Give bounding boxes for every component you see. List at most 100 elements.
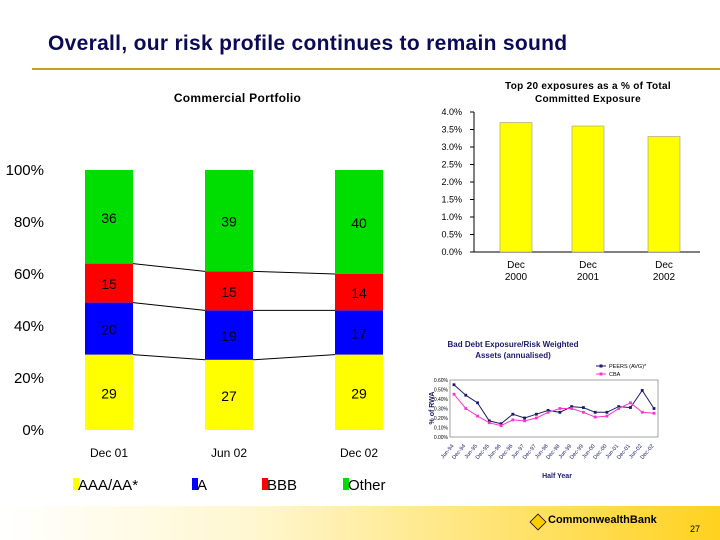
bar-value-label: 20 xyxy=(101,322,117,338)
data-point xyxy=(640,389,644,392)
legend-label: Other xyxy=(348,477,386,494)
data-point xyxy=(640,410,644,414)
data-point xyxy=(582,410,585,414)
data-point xyxy=(452,392,456,396)
legend-marker xyxy=(599,364,603,368)
data-point xyxy=(617,405,621,408)
chart-title-line2: Assets (annualised) xyxy=(475,351,551,360)
y-tick-label: 0.50% xyxy=(434,388,449,394)
series-connector-line xyxy=(132,302,206,311)
y-tick-label: 100% xyxy=(6,162,44,179)
y-axis-label: % of RWA xyxy=(429,392,436,425)
legend-swatch xyxy=(73,478,79,490)
data-point xyxy=(605,410,609,414)
bar-segment xyxy=(335,274,383,311)
y-tick-label: 0.20% xyxy=(434,416,449,422)
data-point xyxy=(652,407,656,410)
data-point xyxy=(652,411,656,415)
page-title: Overall, our risk profile continues to r… xyxy=(48,32,568,55)
series-connector-line xyxy=(132,354,206,361)
bar-value-label: 14 xyxy=(351,285,367,301)
y-tick-label: 20% xyxy=(14,370,44,387)
x-tick-label: Jun 02 xyxy=(211,446,247,460)
y-tick-label: 3.5% xyxy=(441,125,462,135)
x-tick-label-month: Dec xyxy=(579,260,597,271)
x-tick-label: Dec 02 xyxy=(340,446,378,460)
bar-segment xyxy=(205,170,253,272)
legend-label: AAA/AA* xyxy=(78,477,138,494)
bar xyxy=(571,125,605,253)
y-tick-label: 0% xyxy=(22,422,44,439)
data-point xyxy=(605,414,609,418)
x-tick-label: Dec 01 xyxy=(90,446,128,460)
series-connector-line xyxy=(252,354,336,361)
y-tick-label: 0.0% xyxy=(441,247,462,257)
bar-segment xyxy=(85,170,133,264)
legend-label: A xyxy=(197,477,207,494)
data-point xyxy=(499,422,503,426)
data-point xyxy=(593,415,597,419)
series-connector-line xyxy=(132,263,206,272)
bar-value-label: 17 xyxy=(351,326,367,342)
x-tick-label-year: 2000 xyxy=(505,272,528,283)
series-line xyxy=(453,393,655,427)
y-tick-label: 0.40% xyxy=(434,397,449,403)
y-tick-label: 4.0% xyxy=(441,107,462,117)
y-tick-label: 0.30% xyxy=(434,407,449,413)
bar-segment xyxy=(85,354,133,430)
bar-segment xyxy=(205,271,253,311)
data-point xyxy=(511,412,515,416)
bar-value-label: 36 xyxy=(101,210,117,226)
data-point xyxy=(570,407,574,410)
data-point xyxy=(499,424,503,427)
data-point xyxy=(464,407,468,410)
bar-value-label: 29 xyxy=(351,385,367,401)
y-tick-label: 2.5% xyxy=(441,160,462,170)
x-axis-label: Half Year xyxy=(542,473,572,480)
legend-label: BBB xyxy=(267,477,297,494)
data-point xyxy=(593,410,597,414)
page-number: 27 xyxy=(690,524,701,534)
y-tick-label: 3.0% xyxy=(441,142,462,152)
data-point xyxy=(476,401,479,405)
data-point xyxy=(582,406,585,409)
legend-label: CBA xyxy=(609,372,621,378)
bar-segment xyxy=(205,359,253,430)
bar-value-label: 27 xyxy=(221,388,237,404)
data-point xyxy=(511,418,515,422)
bar-segment xyxy=(205,310,253,360)
y-tick-label: 60% xyxy=(14,266,44,283)
chart-title-line1: Bad Debt Exposure/Risk Weighted xyxy=(448,340,579,349)
bar-segment xyxy=(335,170,383,274)
data-point xyxy=(546,410,550,414)
bar-segment xyxy=(335,354,383,430)
footer-bar xyxy=(0,506,720,540)
data-point xyxy=(487,421,491,425)
bank-logo-text: CommonwealthBank xyxy=(548,514,657,526)
data-point xyxy=(523,416,526,420)
bar-value-label: 19 xyxy=(221,328,237,344)
legend-swatch xyxy=(343,478,349,490)
legend-swatch xyxy=(192,478,198,490)
data-point xyxy=(523,419,526,423)
y-tick-label: 0.00% xyxy=(434,435,449,441)
bar-value-label: 29 xyxy=(101,385,117,401)
commercial-portfolio-title: Commercial Portfolio xyxy=(173,91,302,105)
bar-value-label: 40 xyxy=(351,215,367,231)
data-point xyxy=(534,416,538,420)
data-point xyxy=(534,412,538,416)
legend-label: PEERS (AVG)* xyxy=(609,364,647,370)
y-tick-label: 1.5% xyxy=(441,195,462,205)
data-point xyxy=(464,393,468,397)
x-tick-label-month: Dec xyxy=(507,260,525,271)
bar xyxy=(647,136,681,253)
data-point xyxy=(617,407,621,410)
bar xyxy=(499,122,533,253)
bar-value-label: 15 xyxy=(221,284,237,300)
series-connector-line xyxy=(252,270,336,275)
y-tick-label: 40% xyxy=(14,318,44,335)
data-point xyxy=(558,407,562,410)
bar-segment xyxy=(335,310,383,355)
legend-swatch xyxy=(262,478,268,490)
data-point xyxy=(546,409,550,412)
